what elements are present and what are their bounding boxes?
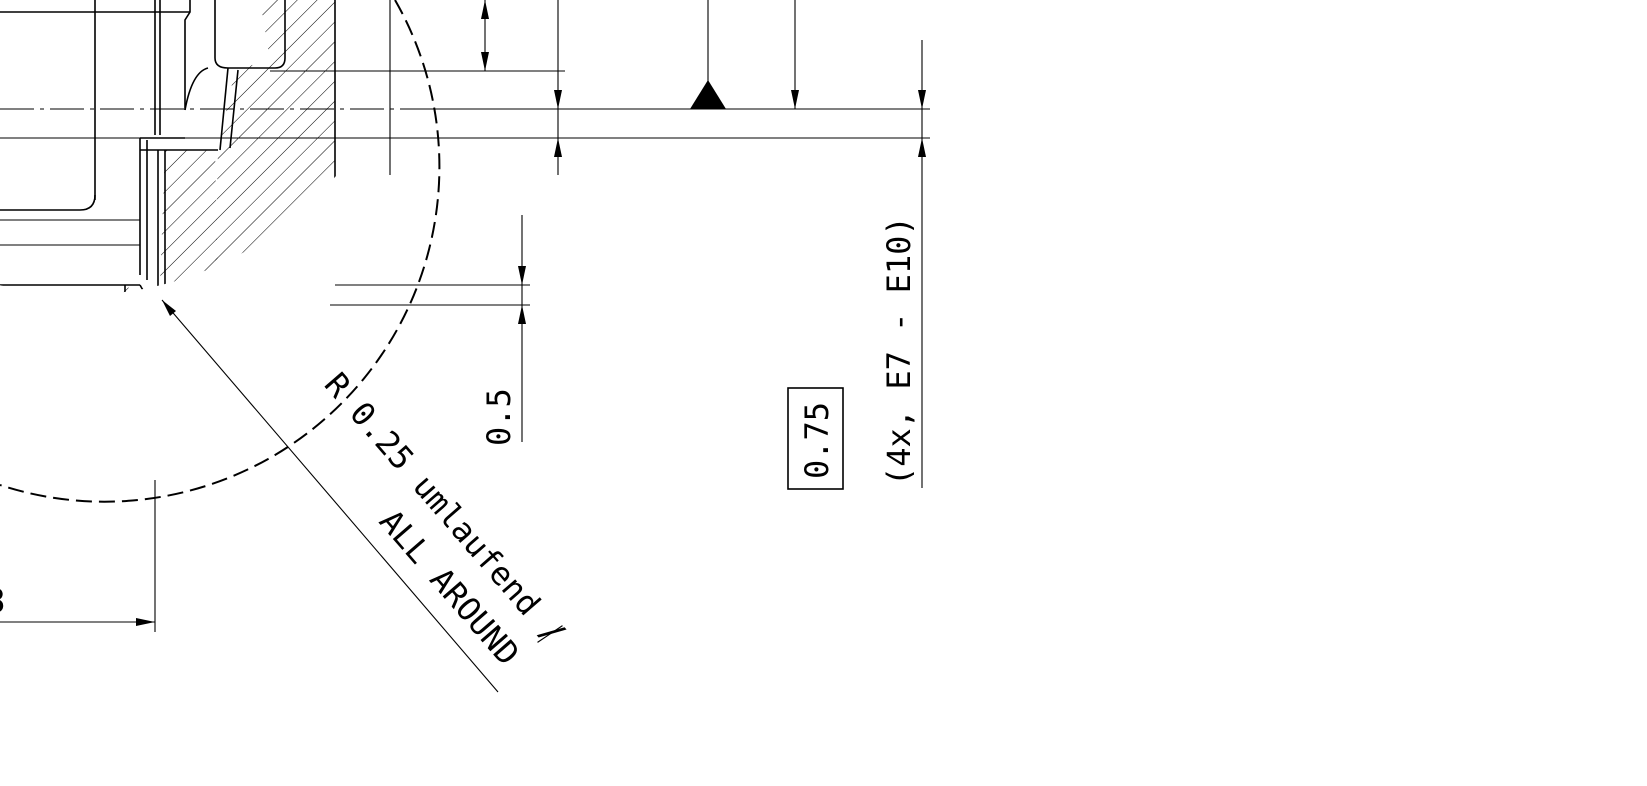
section-hatching [70,0,335,295]
dimension-lines [0,0,926,632]
radius-leader [161,299,563,693]
centerline [0,0,400,175]
datum-triangle [690,80,726,109]
feature-note: (4x, E7 - E10) [880,216,918,486]
part-outline [0,0,336,295]
basic-dimension-value: 0.75 [798,402,836,479]
partial-left-dimension: 8 [0,582,5,620]
groove-depth-dim: 0.5 [480,388,518,446]
detail-circle [0,0,441,503]
basic-dimension-box: 0.75 [787,387,844,490]
